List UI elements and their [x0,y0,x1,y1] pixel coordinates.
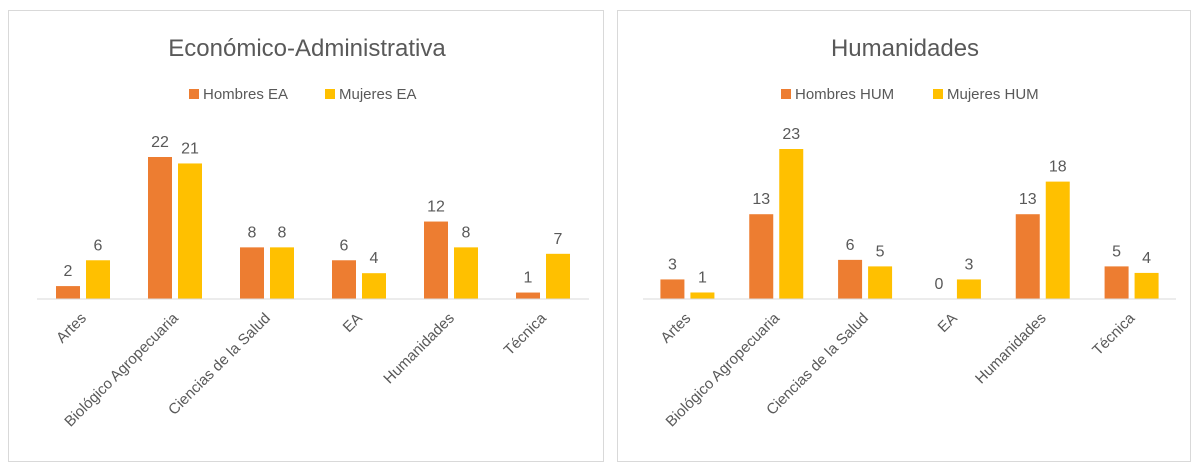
panel-divider [607,0,612,462]
legend-label-mujeres-hum: Mujeres HUM [947,86,1039,103]
x-tick-label-tecnica: Técnica [501,309,551,359]
data-label-mujeres-ea-ea: 4 [370,250,379,267]
bar-mujeres-ea-humanidades [454,247,478,299]
chart-title: Humanidades [831,35,979,62]
x-tick-label-ea: EA [935,310,961,336]
bar-mujeres-ea-ciencias-de-la-salud [270,247,294,299]
data-label-mujeres-hum-ea: 3 [964,256,973,273]
bar-hombres-ea-ea [332,260,356,299]
bar-mujeres-hum-humanidades [1045,181,1070,299]
data-label-mujeres-ea-ciencias-de-la-salud: 8 [278,224,287,241]
legend-swatch-hombres-hum [781,89,791,99]
legend-swatch-mujeres-ea [325,89,335,99]
x-tick-label-artes: Artes [657,310,694,347]
bar-mujeres-hum-ea [956,279,981,299]
chart-svg-humanidades: Humanidades Hombres HUM Mujeres HUM 3 1 Arte… [643,35,1176,430]
legend-swatch-mujeres-hum [933,89,943,99]
chart-economico-administrativa: Económico-Administrativa Hombres EA Mujer… [8,10,604,462]
x-tick-label-tecnica: Técnica [1089,309,1139,359]
x-tick-label-humanidades: Humanidades [972,310,1049,387]
bar-mujeres-hum-artes [690,292,715,299]
data-label-hombres-hum-biologico-agropecuaria: 13 [752,191,770,208]
data-label-hombres-hum-artes: 3 [668,256,677,273]
x-tick-label-ciencias-de-la-salud: Ciencias de la Salud [165,310,274,419]
bar-hombres-ea-humanidades [424,221,448,299]
data-label-mujeres-hum-ciencias-de-la-salud: 5 [876,243,885,260]
bar-hombres-ea-artes [56,286,80,299]
data-label-mujeres-ea-artes: 6 [94,237,103,254]
bar-hombres-ea-biologico-agropecuaria [148,157,172,299]
legend-swatch-hombres-ea [189,89,199,99]
legend-label-hombres-hum: Hombres HUM [795,86,894,103]
data-label-hombres-hum-ciencias-de-la-salud: 6 [846,237,855,254]
data-label-hombres-ea-ea: 6 [340,237,349,254]
bar-hombres-ea-ciencias-de-la-salud [240,247,264,299]
bar-hombres-hum-tecnica [1104,266,1129,299]
data-label-hombres-hum-ea: 0 [934,276,943,293]
bar-mujeres-ea-ea [362,273,386,299]
data-label-hombres-hum-humanidades: 13 [1019,191,1037,208]
data-label-hombres-ea-ciencias-de-la-salud: 8 [248,224,257,241]
data-label-mujeres-ea-humanidades: 8 [462,224,471,241]
x-tick-label-humanidades: Humanidades [380,310,457,387]
data-label-hombres-ea-tecnica: 1 [524,270,533,287]
legend-label-hombres-ea: Hombres EA [203,86,288,103]
data-label-hombres-ea-artes: 2 [64,263,73,280]
chart-humanidades: Humanidades Hombres HUM Mujeres HUM 3 1 Arte… [617,10,1191,462]
bar-hombres-hum-biologico-agropecuaria [749,214,774,299]
bar-mujeres-ea-tecnica [546,253,570,299]
x-tick-label-ciencias-de-la-salud: Ciencias de la Salud [763,310,872,419]
data-label-mujeres-hum-tecnica: 4 [1142,250,1151,267]
bar-mujeres-ea-biologico-agropecuaria [178,163,202,299]
data-label-mujeres-hum-humanidades: 18 [1049,159,1067,176]
bar-hombres-hum-humanidades [1015,214,1040,299]
data-label-mujeres-ea-biologico-agropecuaria: 21 [181,140,199,157]
chart-title: Económico-Administrativa [168,35,446,62]
data-label-hombres-hum-tecnica: 5 [1112,243,1121,260]
data-label-hombres-ea-humanidades: 12 [427,199,445,216]
x-tick-label-artes: Artes [53,310,90,347]
legend-label-mujeres-ea: Mujeres EA [339,86,417,103]
x-tick-label-ea: EA [340,310,366,336]
bar-hombres-hum-artes [660,279,685,299]
data-label-hombres-ea-biologico-agropecuaria: 22 [151,134,169,151]
bar-hombres-hum-ciencias-de-la-salud [838,259,863,299]
bar-hombres-ea-tecnica [516,292,540,299]
data-label-mujeres-ea-tecnica: 7 [554,231,563,248]
data-label-mujeres-hum-biologico-agropecuaria: 23 [782,126,800,143]
bar-mujeres-hum-tecnica [1134,272,1159,299]
data-label-mujeres-hum-artes: 1 [698,269,707,286]
bar-mujeres-hum-ciencias-de-la-salud [868,266,893,299]
bar-mujeres-hum-biologico-agropecuaria [779,149,804,299]
bar-mujeres-ea-artes [86,260,110,299]
chart-svg-economico-administrativa: Económico-Administrativa Hombres EA Mujer… [37,35,589,430]
